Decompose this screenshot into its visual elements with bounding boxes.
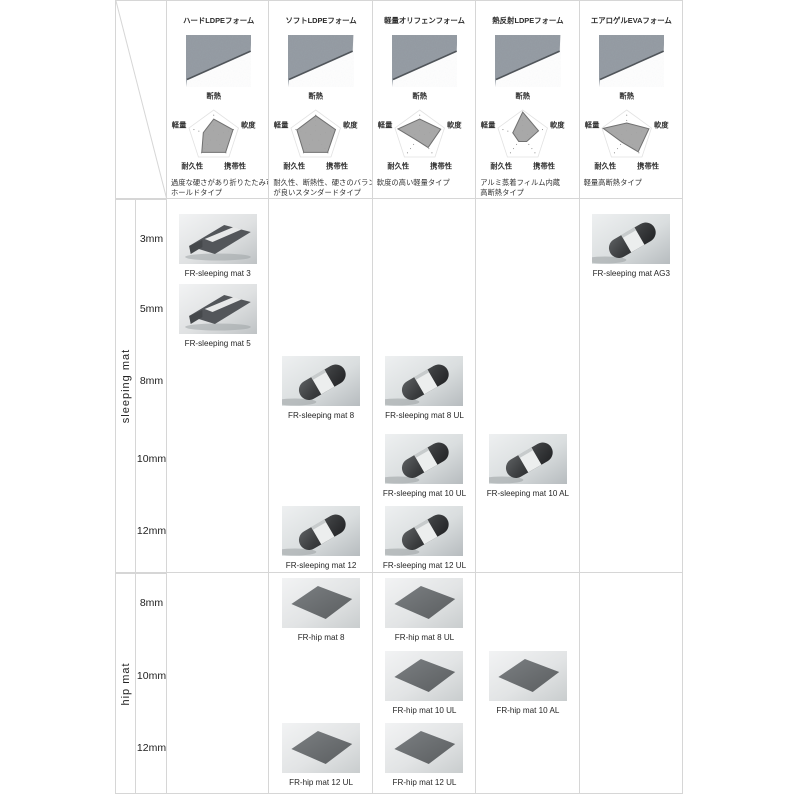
svg-text:軟度: 軟度 [241,121,256,130]
svg-text:携帯性: 携帯性 [327,161,350,170]
svg-text:軽量: 軽量 [172,121,187,130]
svg-text:断熱: 断熱 [412,92,427,101]
svg-text:耐久性: 耐久性 [181,161,204,170]
svg-text:耐久性: 耐久性 [387,161,410,170]
svg-text:携帯性: 携帯性 [637,161,660,170]
svg-text:耐久性: 耐久性 [594,161,617,170]
svg-text:軽量: 軽量 [378,121,393,130]
svg-text:軽量: 軽量 [481,121,496,130]
svg-text:携帯性: 携帯性 [430,161,453,170]
svg-text:軟度: 軟度 [447,121,462,130]
svg-text:耐久性: 耐久性 [284,161,307,170]
svg-text:断熱: 断熱 [206,92,221,101]
svg-text:携帯性: 携帯性 [533,161,556,170]
svg-text:携帯性: 携帯性 [224,161,247,170]
svg-text:断熱: 断熱 [516,92,531,101]
svg-text:軟度: 軟度 [343,121,358,130]
svg-text:耐久性: 耐久性 [491,161,514,170]
svg-text:軽量: 軽量 [584,121,599,130]
svg-text:軟度: 軟度 [654,121,669,130]
svg-text:断熱: 断熱 [309,92,324,101]
svg-text:軽量: 軽量 [274,121,289,130]
svg-text:軟度: 軟度 [550,121,565,130]
svg-text:断熱: 断熱 [619,92,634,101]
